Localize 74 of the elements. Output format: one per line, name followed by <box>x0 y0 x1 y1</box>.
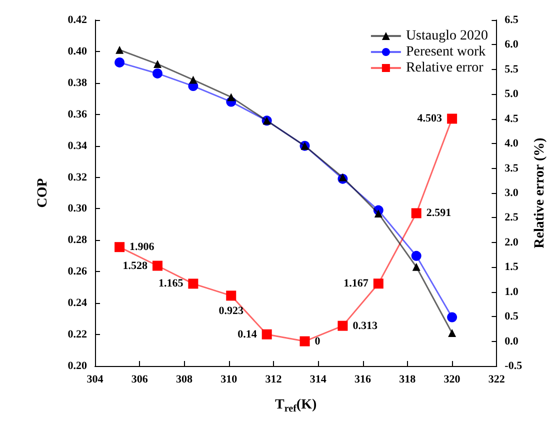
x-tick-label: 316 <box>354 374 372 386</box>
point <box>114 242 125 252</box>
y2-tick-label: 3.5 <box>504 162 519 174</box>
y-tick-label: 0.42 <box>68 14 88 26</box>
y2-tick-label: 5.0 <box>504 88 519 100</box>
x-tick-label: 308 <box>176 374 194 386</box>
x-tick-label: 310 <box>220 374 238 386</box>
data-label: 0.14 <box>238 328 258 340</box>
legend-label: Ustauglo 2020 <box>406 28 488 44</box>
y-tick-label: 0.20 <box>68 360 88 372</box>
y2-tick-label: 3.0 <box>504 187 519 199</box>
data-label: 0.313 <box>352 320 378 332</box>
point <box>411 208 422 218</box>
data-label: 1.906 <box>130 241 155 254</box>
y-tick-label: 0.30 <box>68 202 88 215</box>
point <box>338 320 348 331</box>
data-label: 1.528 <box>122 260 148 272</box>
y2-tick-label: 1.0 <box>504 286 519 298</box>
y-tick-label: 0.24 <box>68 297 88 310</box>
x-tick-label: 304 <box>86 374 104 386</box>
y2-tick-label: 1.5 <box>504 261 519 274</box>
point <box>227 93 236 102</box>
x-tick-label: 318 <box>399 374 416 386</box>
y2-tick-label: 0.5 <box>504 310 519 323</box>
y2-tick-label: 4.5 <box>504 112 519 125</box>
data-label: 1.167 <box>344 278 369 290</box>
y-tick-label: 0.28 <box>68 234 88 246</box>
point <box>448 328 456 337</box>
y-tick-label: 0.32 <box>68 171 88 184</box>
y2-tick-label: 4.0 <box>504 138 519 150</box>
point <box>114 57 125 68</box>
point <box>338 173 347 182</box>
x-tick-label: 322 <box>488 374 506 386</box>
y2-axis-title: Relative error (%) <box>532 137 548 248</box>
point <box>373 278 384 289</box>
y-tick-label: 0.22 <box>68 328 88 341</box>
point <box>374 209 382 218</box>
point <box>300 336 310 346</box>
point <box>152 260 162 271</box>
point <box>412 262 420 271</box>
y2-tick-label: 6.5 <box>504 14 519 26</box>
data-label: 0.923 <box>218 305 244 318</box>
point <box>447 114 458 124</box>
y-axis-title: COP <box>36 178 50 208</box>
data-label: 0 <box>314 335 321 348</box>
y2-tick-label: 0.0 <box>504 335 519 348</box>
x-tick-label: 320 <box>444 374 461 386</box>
point <box>262 329 272 340</box>
point <box>153 60 162 68</box>
x-tick-label: 314 <box>310 374 327 386</box>
y2-tick-label: 6.0 <box>504 38 519 51</box>
x-tick-label: 312 <box>265 374 282 386</box>
legend-label: Peresent work <box>406 44 486 60</box>
data-label: 1.165 <box>158 278 184 290</box>
y2-tick-label: 2.0 <box>504 236 519 248</box>
point <box>116 46 124 54</box>
y2-tick-label: 5.5 <box>504 63 519 76</box>
y-tick-label: 0.36 <box>68 108 88 120</box>
y-tick-label: 0.38 <box>68 76 88 89</box>
data-label: 4.503 <box>417 112 443 125</box>
y-tick-label: 0.34 <box>68 140 88 152</box>
point <box>188 278 198 289</box>
point <box>447 312 458 322</box>
point <box>411 250 422 261</box>
legend-label: Relative error <box>406 60 484 76</box>
point <box>152 68 162 78</box>
point <box>226 290 236 301</box>
y2-tick-label: -0.5 <box>504 360 523 372</box>
x-tick-label: 306 <box>131 374 148 386</box>
y-tick-label: 0.40 <box>68 45 88 58</box>
y2-tick-label: 2.5 <box>504 212 519 224</box>
data-label: 2.591 <box>426 207 452 220</box>
y-tick-label: 0.26 <box>68 266 88 278</box>
point <box>189 76 198 84</box>
